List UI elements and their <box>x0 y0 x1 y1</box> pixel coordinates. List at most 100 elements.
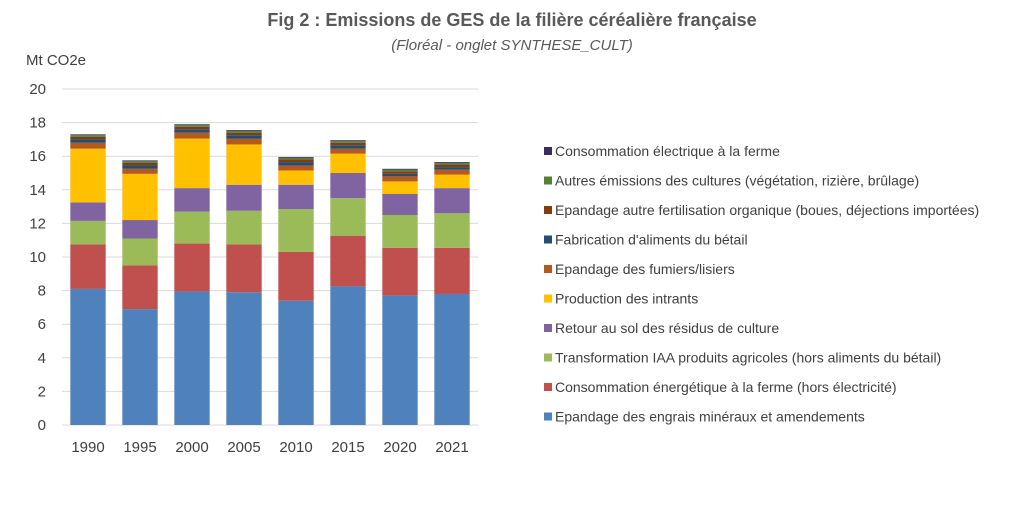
legend-swatch <box>544 294 552 303</box>
bar-segment <box>226 244 262 293</box>
legend-swatch <box>544 324 552 332</box>
chart-subtitle: (Floréal - onglet SYNTHESE_CULT) <box>391 37 633 54</box>
bar-stack-2005 <box>226 130 262 425</box>
bar-segment <box>70 288 106 425</box>
bar-segment <box>330 173 366 199</box>
legend-item: Production des intrants <box>544 291 698 307</box>
bar-segment <box>278 184 314 210</box>
y-tick-label: 0 <box>38 417 46 434</box>
bar-segment <box>330 145 366 149</box>
bar-segment <box>226 210 262 245</box>
bar-segment <box>434 293 470 425</box>
bar-segment <box>330 142 366 146</box>
bar-stack-2020 <box>382 168 418 425</box>
x-tick-label: 2005 <box>227 439 260 456</box>
legend-swatch <box>544 235 552 244</box>
y-tick-label: 14 <box>29 182 46 199</box>
bar-segment <box>278 300 314 425</box>
bar-segment <box>226 144 262 185</box>
legend-item: Consommation énergétique à la ferme (hor… <box>544 379 897 395</box>
y-axis-label: Mt CO2e <box>26 52 87 69</box>
bar-segment <box>278 251 314 301</box>
legend-label: Autres émissions des cultures (végétatio… <box>555 173 919 189</box>
legend-item: Epandage autre fertilisation organique (… <box>544 202 979 218</box>
legend-swatch <box>544 176 552 185</box>
y-tick-label: 18 <box>29 115 46 132</box>
chart-title: Fig 2 : Emissions de GES de la filière c… <box>267 10 757 30</box>
bar-stack-2021 <box>434 162 470 425</box>
bar-segment <box>70 135 106 137</box>
legend-swatch <box>544 147 552 155</box>
bar-segment <box>174 126 210 130</box>
bar-segment <box>330 141 366 143</box>
bar-segment <box>70 148 106 203</box>
bar-segment <box>278 170 314 185</box>
bar-segment <box>330 236 366 287</box>
bar-segment <box>434 213 470 248</box>
legend-swatch <box>544 206 552 214</box>
bar-segment <box>278 162 314 166</box>
y-axis-ticks: 0 2 4 6 8 10 12 14 16 18 20 <box>29 81 46 434</box>
legend-swatch <box>544 383 552 391</box>
bar-segment <box>226 184 262 211</box>
x-tick-label: 2015 <box>331 439 364 456</box>
legend-label: Transformation IAA produits agricoles (h… <box>555 350 941 366</box>
bar-segment <box>434 247 470 294</box>
y-tick-label: 20 <box>29 81 46 98</box>
y-tick-label: 2 <box>38 383 46 400</box>
bar-segment <box>278 209 314 252</box>
bar-segment <box>382 173 418 177</box>
bar-segment <box>330 286 366 425</box>
bar-segment <box>226 135 262 139</box>
legend-swatch <box>544 412 552 421</box>
bar-segment <box>122 238 158 266</box>
y-tick-label: 8 <box>38 283 46 300</box>
bar-segment <box>226 132 262 136</box>
x-tick-label: 1990 <box>71 439 104 456</box>
bar-segment <box>382 194 418 215</box>
bar-segment <box>382 176 418 182</box>
bar-segment <box>122 165 158 169</box>
bar-segment <box>382 247 418 296</box>
bar-segment <box>434 188 470 214</box>
bar-segment <box>122 265 158 310</box>
bar-segment <box>70 136 106 140</box>
legend-item: Fabrication d'aliments du bétail <box>544 232 748 248</box>
y-tick-label: 6 <box>38 316 46 333</box>
legend-swatch <box>544 265 552 273</box>
bar-segment <box>226 292 262 425</box>
bar-segment <box>434 162 470 165</box>
bar-segment <box>382 215 418 248</box>
y-tick-label: 10 <box>29 249 46 266</box>
legend-item: Epandage des engrais minéraux et amendem… <box>544 409 865 425</box>
x-axis-ticks: 1990 1995 2000 2005 2010 2015 2020 2021 <box>71 439 468 456</box>
bar-segment <box>278 159 314 163</box>
bar-stack-2010 <box>278 157 314 425</box>
bar-segment <box>70 134 106 136</box>
legend-item: Transformation IAA produits agricoles (h… <box>544 350 941 366</box>
legend-label: Production des intrants <box>555 291 698 307</box>
bar-segment <box>174 211 210 244</box>
legend: Consommation électrique à la ferme Autres… <box>544 143 979 425</box>
legend-item: Autres émissions des cultures (végétatio… <box>544 173 919 189</box>
bar-segment <box>70 142 106 149</box>
bar-segment <box>382 171 418 174</box>
bar-segment <box>174 132 210 139</box>
bar-segment <box>70 139 106 143</box>
bar-segment <box>330 140 366 142</box>
bars <box>70 124 470 425</box>
bar-segment <box>330 198 366 236</box>
bar-segment <box>174 138 210 189</box>
bar-segment <box>434 167 470 170</box>
bar-segment <box>330 148 366 154</box>
bar-segment <box>278 157 314 158</box>
bar-segment <box>122 161 158 163</box>
bar-segment <box>278 157 314 160</box>
bar-segment <box>174 125 210 127</box>
bar-stack-2015 <box>330 140 366 425</box>
bar-segment <box>122 309 158 425</box>
bar-segment <box>382 181 418 194</box>
legend-label: Epandage des engrais minéraux et amendem… <box>555 409 865 425</box>
bar-segment <box>226 131 262 133</box>
